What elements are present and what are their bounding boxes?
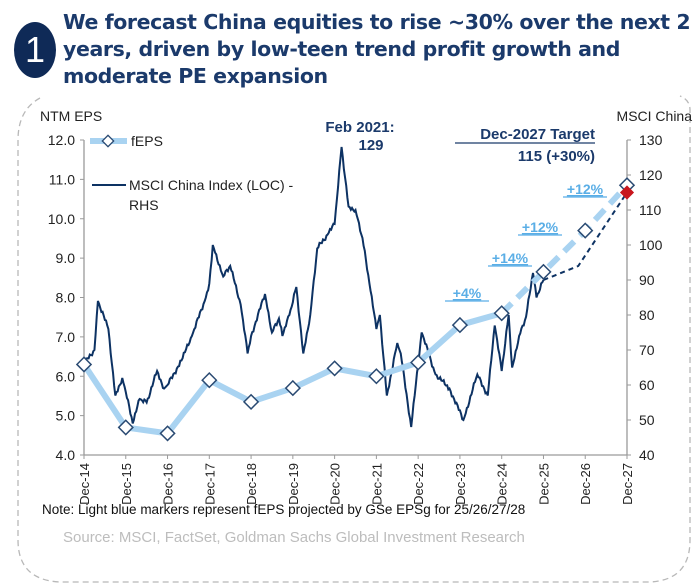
feps-marker [368, 368, 385, 385]
x-tick-label: Dec-22 [411, 463, 426, 505]
right-tick-label: 110 [639, 202, 662, 218]
legend-feps-marker [101, 134, 115, 148]
growth-label: +12% [567, 181, 604, 197]
right-tick-label: 90 [639, 272, 655, 288]
page-title: We forecast China equities to rise ~30% … [63, 10, 691, 88]
growth-label: +14% [492, 250, 529, 266]
feps-marker [159, 425, 176, 442]
left-tick-label: 5.0 [56, 408, 76, 424]
x-tick-label: Dec-18 [244, 463, 259, 505]
dashed-border [17, 95, 691, 583]
section-number-badge: 1 [14, 22, 56, 78]
growth-label: +12% [522, 219, 559, 235]
x-tick-label: Dec-24 [495, 463, 510, 505]
feps-marker [242, 393, 260, 410]
right-tick-label: 100 [639, 237, 663, 253]
feps-marker [75, 356, 93, 373]
feps-marker [451, 316, 469, 334]
right-tick-label: 60 [639, 377, 655, 393]
chart: 4.0 5.0 6.0 7.0 8.0 9.0 10.0 11.0 12.0 40 50 60 70 80… [40, 108, 692, 546]
feps-marker [117, 419, 134, 436]
x-tick-label: Dec-17 [202, 463, 217, 505]
feps-marker [535, 263, 552, 281]
x-tick-label: Dec-25 [536, 463, 551, 505]
left-tick-label: 11.0 [49, 171, 75, 187]
target-annotation-value: 115 (+30%) [518, 148, 595, 165]
right-tick-label: 50 [639, 412, 655, 428]
target-marker [619, 185, 635, 200]
feps-marker [410, 354, 427, 371]
peak-annotation-value: 129 [358, 137, 383, 154]
feps-marker [577, 222, 594, 239]
x-tick-label: Dec-27 [620, 463, 635, 505]
legend-feps-label: fEPS [131, 133, 163, 149]
feps-marker [284, 379, 301, 397]
left-tick-label: 8.0 [56, 290, 76, 306]
feps-marker [201, 372, 218, 389]
feps-marker [493, 305, 510, 322]
right-tick-label: 130 [639, 132, 663, 148]
source: Source: MSCI, FactSet, Goldman Sachs Glo… [63, 529, 525, 546]
left-tick-label: 6.0 [56, 368, 76, 384]
target-annotation: Dec-2027 Target [480, 126, 595, 143]
left-axis-label: NTM EPS [40, 108, 102, 124]
x-tick-label: Dec-15 [119, 463, 134, 505]
left-tick-label: 4.0 [56, 447, 76, 463]
x-tick-label: Dec-20 [328, 463, 343, 505]
feps-projected-line [499, 183, 630, 316]
note: Note: Light blue markers represent fEPS … [42, 502, 525, 517]
x-tick-label: Dec-16 [161, 463, 176, 505]
left-tick-label: 12.0 [48, 132, 75, 148]
x-tick-label: Dec-14 [77, 463, 92, 505]
right-tick-label: 40 [639, 447, 655, 463]
right-axis-label: MSCI China [617, 108, 693, 124]
peak-annotation: Feb 2021: [325, 119, 394, 136]
right-tick-label: 80 [639, 307, 655, 323]
feps-line [81, 310, 503, 437]
feps-marker [618, 177, 636, 194]
growth-label: +4% [453, 285, 482, 301]
x-tick-label: Dec-21 [369, 463, 384, 505]
left-tick-label: 10.0 [48, 211, 75, 227]
right-tick-label: 70 [639, 342, 655, 358]
feps-marker [326, 360, 343, 377]
left-tick-label: 7.0 [56, 329, 76, 345]
msci-china-index-line [83, 146, 545, 428]
x-tick-label: Dec-23 [453, 463, 468, 505]
right-tick-label: 120 [639, 167, 663, 183]
left-tick-label: 9.0 [56, 250, 76, 266]
legend-index-label-cont: RHS [129, 197, 159, 213]
legend-index-label: MSCI China Index (LOC) - [129, 177, 293, 193]
msci-projection-line [543, 191, 628, 281]
x-tick-label: Dec-26 [578, 463, 593, 505]
x-tick-label: Dec-19 [286, 463, 301, 505]
